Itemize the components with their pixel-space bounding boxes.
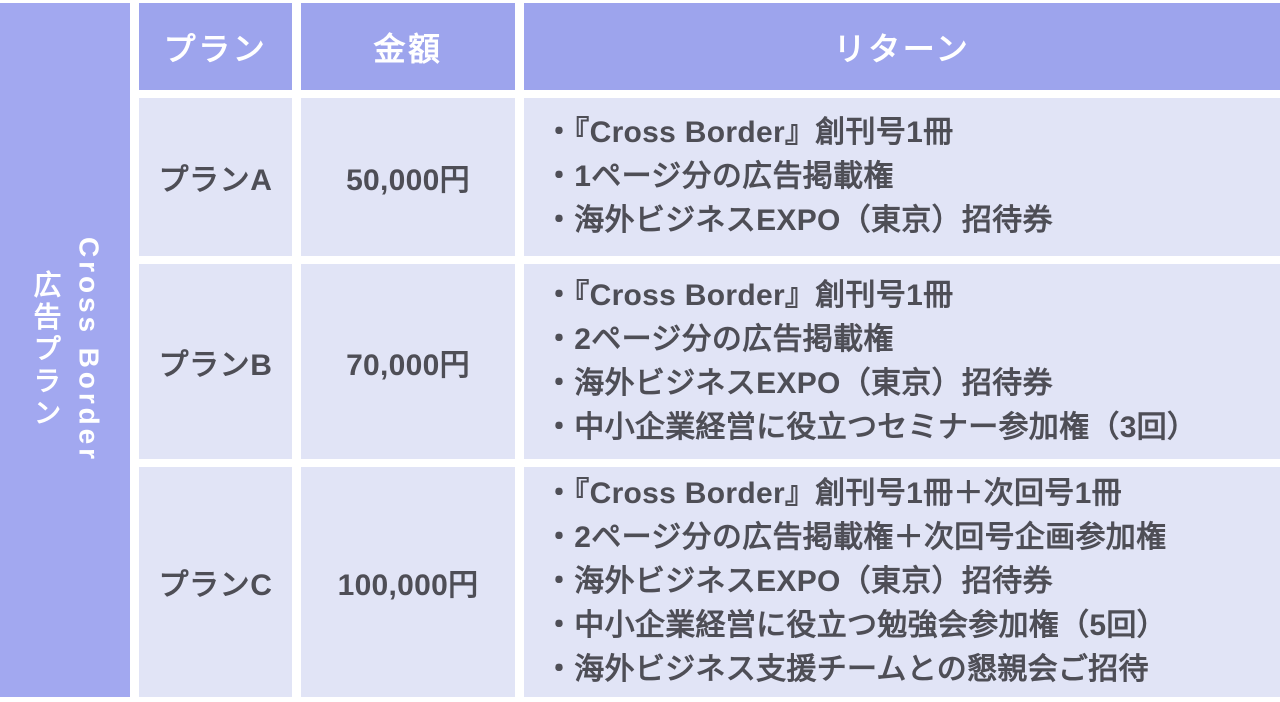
plan-b-returns: ・『Cross Border』創刊号1冊 ・2ページ分の広告掲載権 ・海外ビジネ… [524, 264, 1280, 459]
vertical-title-line-en: Cross Border [73, 237, 105, 463]
return-item: ・『Cross Border』創刊号1冊 [544, 116, 954, 149]
plan-b-price: 70,000円 [301, 264, 515, 459]
return-item: ・海外ビジネスEXPO（東京）招待券 [544, 204, 1053, 237]
plan-c-returns: ・『Cross Border』創刊号1冊＋次回号1冊 ・2ページ分の広告掲載権＋… [524, 467, 1280, 697]
return-item: ・『Cross Border』創刊号1冊＋次回号1冊 [544, 477, 1122, 510]
return-item: ・中小企業経営に役立つ勉強会参加権（5回） [544, 609, 1167, 642]
plan-a-returns: ・『Cross Border』創刊号1冊 ・1ページ分の広告掲載権 ・海外ビジネ… [524, 98, 1280, 256]
plan-c-price: 100,000円 [301, 467, 515, 697]
sidebar-title-panel: Cross Border 広告プラン [0, 3, 130, 697]
plan-a-name: プランA [139, 98, 292, 256]
return-item: ・中小企業経営に役立つセミナー参加権（3回） [544, 410, 1198, 444]
column-header-price: 金額 [301, 3, 515, 90]
return-item: ・2ページ分の広告掲載権＋次回号企画参加権 [544, 521, 1167, 554]
plan-c-name: プランC [139, 467, 292, 697]
return-item: ・1ページ分の広告掲載権 [544, 160, 894, 193]
vertical-title: Cross Border 広告プラン [19, 237, 112, 463]
return-item: ・『Cross Border』創刊号1冊 [544, 278, 954, 312]
vertical-title-line-ja: 広告プラン [30, 270, 62, 430]
column-header-returns: リターン [524, 3, 1280, 90]
return-item: ・海外ビジネスEXPO（東京）招待券 [544, 565, 1053, 598]
return-item: ・2ページ分の広告掲載権 [544, 322, 894, 356]
return-item: ・海外ビジネス支援チームとの懇親会ご招待 [544, 653, 1149, 686]
column-header-plan: プラン [139, 3, 292, 90]
plan-a-price: 50,000円 [301, 98, 515, 256]
return-item: ・海外ビジネスEXPO（東京）招待券 [544, 366, 1053, 400]
plan-b-name: プランB [139, 264, 292, 459]
